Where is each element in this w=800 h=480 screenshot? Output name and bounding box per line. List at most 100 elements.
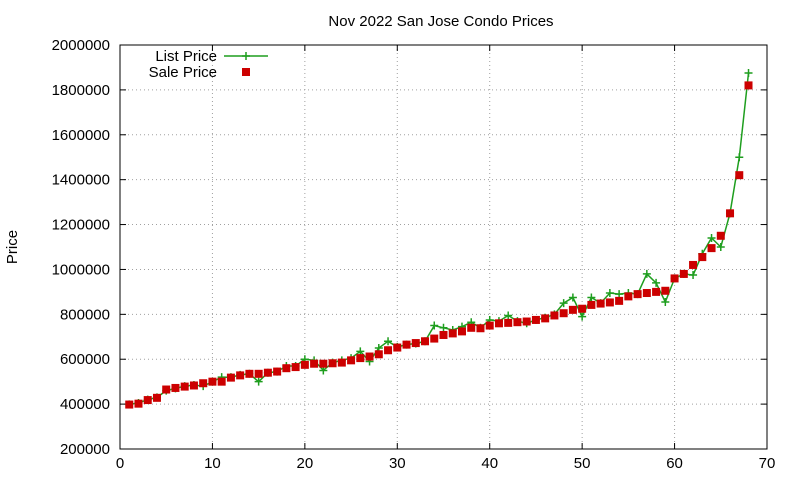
sale-price-point [189,381,198,390]
x-tick-label: 30 [389,455,406,472]
legend-swatch-list-price-marker [242,52,250,60]
legend-swatch-sale-price [242,68,250,76]
sale-price-point [384,346,393,355]
y-tick-label: 1800000 [52,82,110,99]
chart-title: Nov 2022 San Jose Condo Prices [328,13,553,30]
x-tick-label: 40 [481,455,498,472]
sale-price-point [263,368,272,377]
list-price-point [430,321,439,330]
sale-price-point [411,339,420,348]
sale-price-point [162,385,171,394]
list-price-point [652,278,661,287]
sale-price-point [134,399,143,408]
sale-price-point [689,260,698,269]
sale-price-point [679,269,688,278]
list-price-point [642,269,651,278]
sale-price-point [291,363,300,372]
sale-price-point [485,321,494,330]
y-tick-label: 1200000 [52,217,110,234]
x-tick-label: 50 [574,455,591,472]
sale-price-point [337,358,346,367]
x-tick-label: 10 [204,455,221,472]
legend-swatches [224,52,268,76]
list-price-point [578,312,587,321]
y-tick-label: 800000 [60,306,110,323]
sale-price-point [208,377,217,386]
list-price-point [568,293,577,302]
legend-label-list-price: List Price [155,48,217,65]
y-tick-label: 1000000 [52,261,110,278]
sale-price-point [559,309,568,318]
sale-price-point [661,286,670,295]
sale-price-point [356,354,365,363]
y-tick-label: 200000 [60,441,110,458]
list-price-line [129,73,750,406]
sale-price-point [568,305,577,314]
sale-price-point [550,311,559,320]
sale-price-point [624,292,633,301]
sale-price-point [513,318,522,327]
sale-price-point [180,382,189,391]
list-price-point [254,377,263,386]
sale-price-point [522,317,531,326]
sale-price-point [152,393,161,402]
sale-price-point [448,329,457,338]
sale-price-point [402,340,411,349]
sale-price-point [245,369,254,378]
sale-price-point [615,296,624,305]
sale-price-point [587,300,596,309]
sale-price-point [365,352,374,361]
sale-price-point [347,356,356,365]
sale-price-point [393,343,402,352]
sale-price-point [735,171,744,180]
list-price-point [744,69,753,78]
grid-lines [120,45,767,449]
list-price-point [587,293,596,302]
sale-price-point [421,337,430,346]
sale-price-point [605,298,614,307]
data-series [125,69,753,409]
sale-price-point [171,383,180,392]
list-price-point [689,271,698,280]
sale-price-point [698,253,707,262]
sale-price-point [531,315,540,324]
x-tick-label: 70 [759,455,776,472]
y-tick-label: 2000000 [52,37,110,54]
sale-price-point [670,274,679,283]
sale-price-point [300,360,309,369]
sale-price-point [199,379,208,388]
sale-price-point [457,327,466,336]
list-price-point [504,311,513,320]
y-tick-label: 1600000 [52,127,110,144]
sale-price-point [494,319,503,328]
list-price-point [439,323,448,332]
legend: List Price Sale Price [149,48,268,81]
legend-label-sale-price: Sale Price [149,64,217,81]
y-tick-label: 400000 [60,396,110,413]
sale-price-point [374,350,383,359]
sale-price-point [642,289,651,298]
x-tick-label: 60 [666,455,683,472]
x-tick-label: 20 [297,455,314,472]
sale-price-point [439,330,448,339]
plot-frame [119,44,768,450]
list-price-point [661,297,670,306]
list-price-point [319,366,328,375]
sale-price-point [476,324,485,333]
list-price-point [605,289,614,298]
sale-price-point [282,364,291,373]
sale-price-point [125,400,134,409]
list-price-point [384,337,393,346]
sale-price-point [430,334,439,343]
sale-price-point [744,81,753,90]
y-tick-label: 600000 [60,351,110,368]
sale-price-point [273,367,282,376]
list-price-point [707,234,716,243]
sale-price-point [310,359,319,368]
x-tick-label: 0 [116,455,124,472]
sale-price-point [328,359,337,368]
sale-price-point [726,209,735,218]
sale-price-point [319,359,328,368]
sale-price-point [217,377,226,386]
